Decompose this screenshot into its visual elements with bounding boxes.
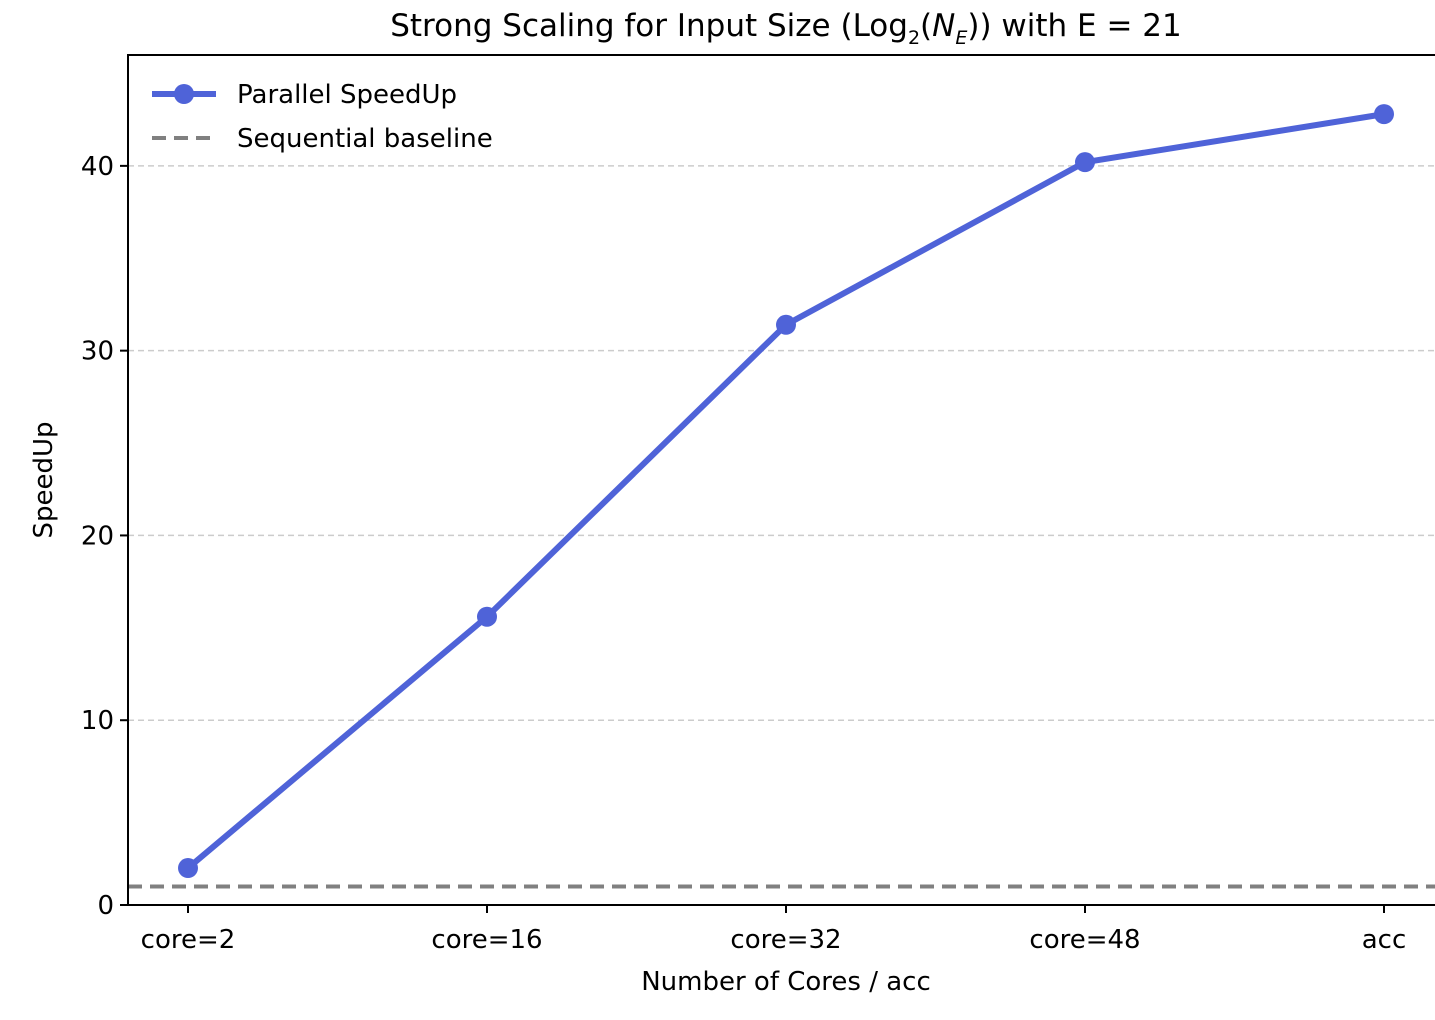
legend-baseline-label: Sequential baseline: [237, 124, 493, 154]
speedup-series-line: [185, 111, 1387, 872]
y-tick-label: 40: [81, 152, 114, 182]
y-axis-ticks: 0 10 20 30 40: [81, 152, 128, 921]
legend: Parallel SpeedUp Sequential baseline: [152, 80, 493, 154]
speedup-data-point: [776, 314, 796, 335]
speedup-data-point: [1374, 104, 1394, 125]
title-open: (: [920, 8, 932, 44]
x-tick-label: acc: [1362, 925, 1407, 955]
y-tick-label: 0: [97, 891, 114, 921]
speedup-data-point: [1075, 152, 1095, 173]
x-tick-label: core=2: [141, 925, 236, 955]
series-layer: [178, 104, 1394, 879]
title-n-symbol: N: [932, 8, 955, 44]
chart-title: Strong Scaling for Input Size (Log2(NE))…: [390, 8, 1182, 49]
grid-layer: [128, 165, 1435, 721]
speedup-data-point: [477, 606, 497, 627]
plot-frame: [127, 54, 1435, 906]
x-tick-label: core=16: [431, 925, 542, 955]
y-axis-label: SpeedUp: [29, 421, 59, 538]
y-tick-label: 10: [81, 706, 114, 736]
title-prefix: Strong Scaling for Input Size (Log: [390, 8, 908, 44]
legend-series-marker: [174, 84, 194, 104]
speedup-data-point: [178, 858, 198, 879]
title-n-subscript: E: [955, 27, 967, 49]
y-tick-label: 20: [81, 521, 114, 551]
legend-series-label: Parallel SpeedUp: [237, 80, 457, 110]
title-suffix: )) with E = 21: [967, 8, 1181, 44]
x-tick-label: core=32: [730, 925, 841, 955]
title-log-base: 2: [908, 27, 920, 49]
x-tick-label: core=48: [1029, 925, 1140, 955]
x-axis-label: Number of Cores / acc: [641, 967, 931, 997]
y-tick-label: 30: [81, 337, 114, 367]
x-axis-ticks: core=2 core=16 core=32 core=48 acc: [141, 905, 1407, 955]
